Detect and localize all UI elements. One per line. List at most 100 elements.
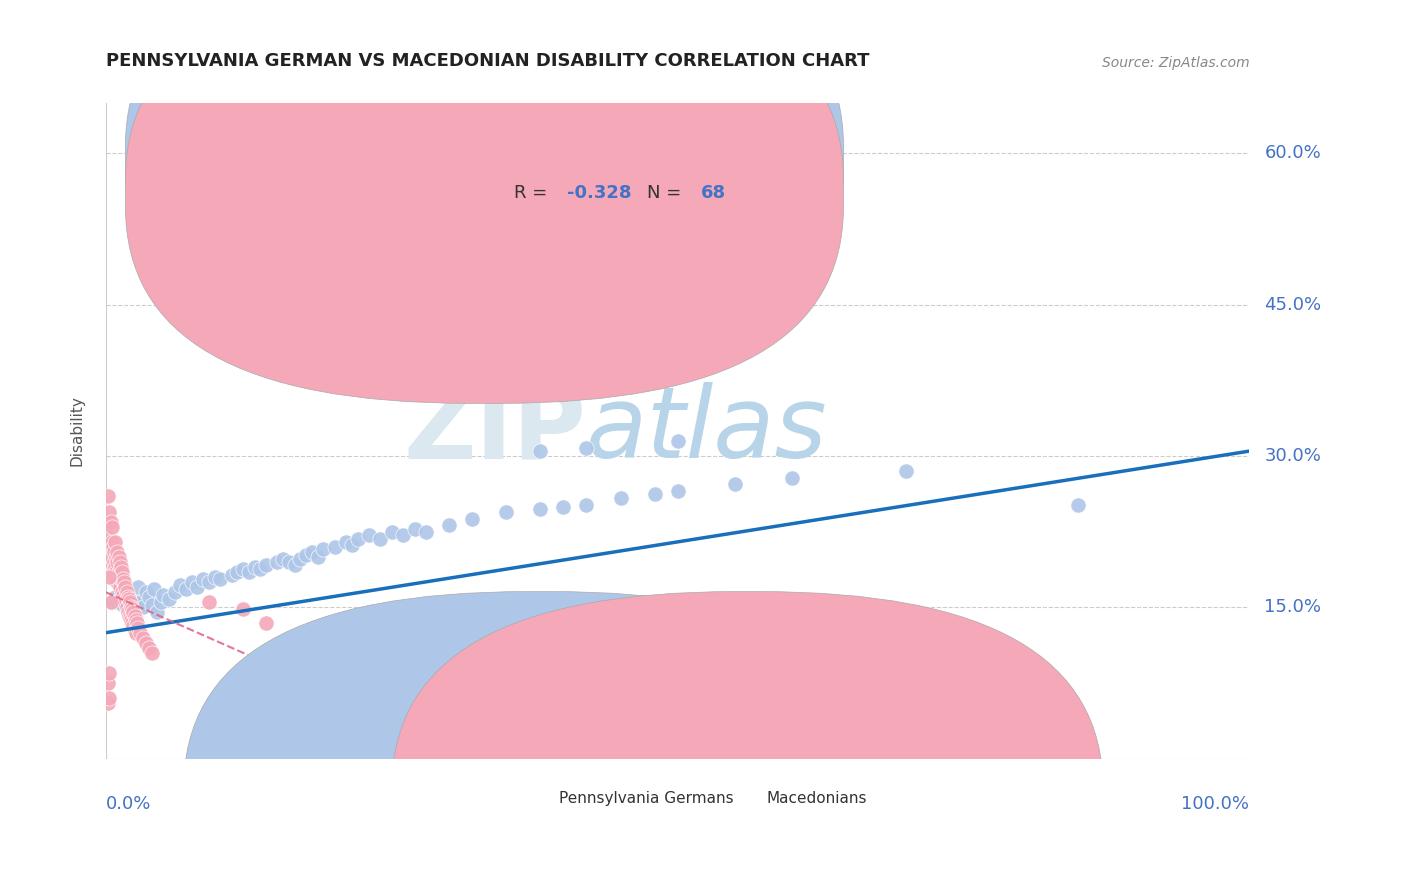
Point — [120, 592, 142, 607]
Text: 100.0%: 100.0% — [1181, 795, 1250, 813]
Point — [415, 524, 437, 539]
Point — [122, 618, 145, 632]
Point — [666, 434, 689, 448]
Point — [120, 613, 142, 627]
Point — [141, 599, 163, 613]
Point — [108, 555, 131, 569]
Point — [117, 591, 139, 605]
Point — [112, 575, 135, 590]
Point — [461, 511, 484, 525]
Point — [111, 565, 134, 579]
FancyBboxPatch shape — [125, 0, 844, 403]
Point — [238, 565, 260, 579]
Text: ZIP: ZIP — [404, 383, 586, 479]
Point — [97, 696, 120, 710]
Point — [198, 575, 221, 590]
Point — [335, 534, 357, 549]
Point — [357, 528, 380, 542]
Point — [131, 631, 153, 645]
Point — [780, 471, 803, 485]
Point — [271, 552, 294, 566]
Point — [254, 558, 277, 572]
Text: 74: 74 — [700, 151, 725, 169]
Point — [104, 560, 127, 574]
Point — [198, 595, 221, 609]
Point — [111, 585, 134, 599]
Point — [495, 227, 517, 242]
Point — [107, 575, 129, 590]
Point — [122, 606, 145, 620]
FancyBboxPatch shape — [392, 591, 1104, 892]
Point — [186, 580, 208, 594]
Text: Macedonians: Macedonians — [766, 790, 868, 805]
Point — [103, 555, 125, 569]
Point — [112, 599, 135, 613]
Point — [107, 545, 129, 559]
Point — [312, 541, 335, 556]
Text: N =: N = — [647, 184, 686, 202]
Point — [301, 545, 323, 559]
Point — [135, 585, 157, 599]
Point — [157, 592, 180, 607]
Point — [495, 505, 517, 519]
Point — [169, 578, 191, 592]
Point — [118, 608, 141, 623]
Point — [129, 595, 152, 609]
Point — [254, 615, 277, 630]
Point — [98, 540, 121, 554]
Point — [209, 572, 232, 586]
Point — [404, 522, 426, 536]
Point — [174, 582, 197, 597]
Point — [98, 505, 121, 519]
Point — [370, 532, 392, 546]
Point — [125, 625, 148, 640]
Point — [127, 621, 149, 635]
Point — [284, 558, 307, 572]
Point — [221, 568, 243, 582]
Point — [146, 606, 169, 620]
Point — [98, 691, 121, 706]
Point — [114, 580, 136, 594]
Text: PENNSYLVANIA GERMAN VS MACEDONIAN DISABILITY CORRELATION CHART: PENNSYLVANIA GERMAN VS MACEDONIAN DISABI… — [105, 53, 869, 70]
Point — [249, 562, 271, 576]
Point — [105, 549, 128, 564]
Point — [107, 595, 129, 609]
Point — [125, 613, 148, 627]
Point — [97, 676, 120, 690]
Point — [307, 549, 329, 564]
Text: Source: ZipAtlas.com: Source: ZipAtlas.com — [1102, 56, 1250, 70]
Point — [1067, 498, 1090, 512]
Point — [100, 520, 122, 534]
Point — [110, 572, 132, 586]
Point — [101, 565, 124, 579]
Point — [666, 484, 689, 499]
Point — [129, 625, 152, 640]
Point — [103, 545, 125, 559]
Point — [115, 602, 138, 616]
Point — [131, 600, 153, 615]
Point — [644, 283, 666, 297]
Point — [100, 595, 122, 609]
Point — [97, 490, 120, 504]
Point — [295, 548, 318, 562]
Point — [107, 549, 129, 564]
Point — [138, 640, 160, 655]
Point — [121, 602, 143, 616]
Text: N =: N = — [647, 151, 686, 169]
Point — [290, 552, 312, 566]
Text: R =: R = — [515, 184, 553, 202]
Text: R =: R = — [515, 151, 553, 169]
Text: 60.0%: 60.0% — [1264, 145, 1322, 162]
Point — [180, 575, 202, 590]
Point — [107, 555, 129, 569]
Point — [138, 591, 160, 605]
Point — [243, 560, 266, 574]
Point — [121, 615, 143, 630]
Point — [100, 515, 122, 529]
Point — [149, 595, 172, 609]
Text: 15.0%: 15.0% — [1264, 599, 1322, 616]
Point — [381, 524, 404, 539]
Point — [114, 595, 136, 609]
FancyBboxPatch shape — [443, 133, 803, 221]
Point — [104, 591, 127, 605]
